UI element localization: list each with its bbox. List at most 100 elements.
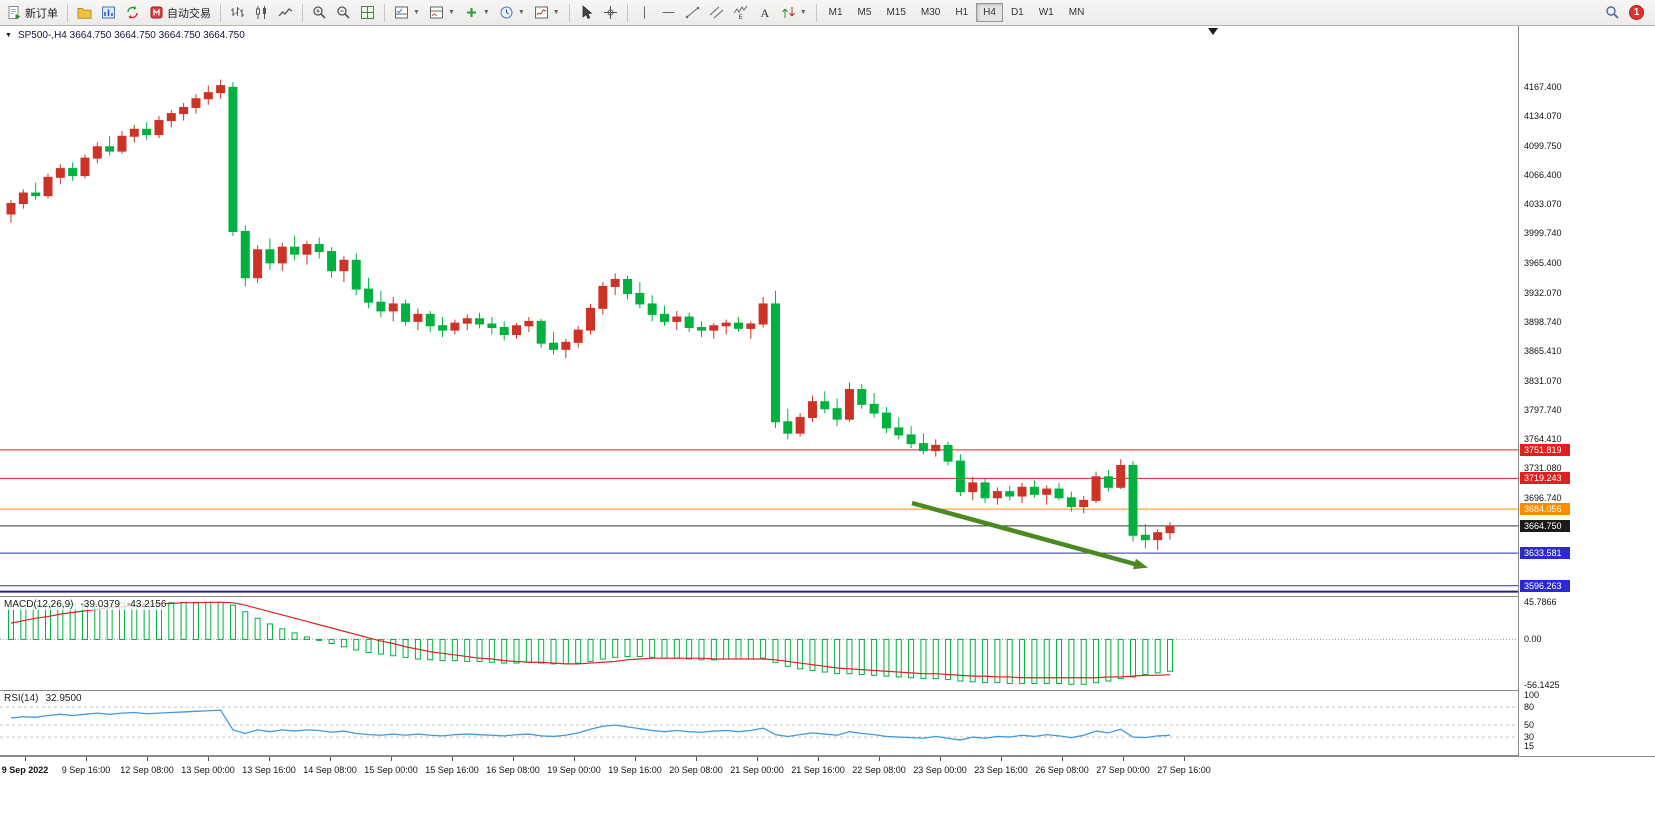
chevron-down-icon: ▼: [413, 9, 420, 16]
chart-window-dropdown-2[interactable]: ▼: [425, 2, 459, 24]
elliott-wave-tool[interactable]: E: [729, 2, 752, 24]
profiles-button[interactable]: [73, 2, 96, 24]
time-tick-label: 27 Sep 00:00: [1096, 765, 1150, 775]
arrows-tool[interactable]: ▼: [777, 2, 811, 24]
toolbar-separator: [568, 3, 570, 22]
cursor-button[interactable]: [575, 2, 598, 24]
time-tick: [452, 757, 453, 761]
quotes-icon: [102, 6, 115, 19]
chevron-down-icon[interactable]: ▼: [5, 32, 12, 39]
candlestick-chart[interactable]: [0, 26, 1518, 596]
rsi-panel[interactable]: RSI(14) 32.9500: [0, 691, 1518, 755]
time-tick-label: 22 Sep 08:00: [852, 765, 906, 775]
vertical-line-tool[interactable]: [633, 2, 656, 24]
time-tick: [818, 757, 819, 761]
bar-chart-button[interactable]: [226, 2, 249, 24]
toolbar-separator: [220, 3, 221, 22]
rsi-axis-label: 15: [1524, 741, 1535, 752]
time-tick: [696, 757, 697, 761]
time-tick-label: 9 Sep 2022: [1, 765, 49, 775]
line-chart-button[interactable]: [274, 2, 297, 24]
refresh-button[interactable]: [121, 2, 144, 24]
price-level-badge: 3596.263: [1520, 579, 1570, 592]
tf-m30[interactable]: M30: [920, 7, 941, 18]
zoom-out-button[interactable]: [332, 2, 355, 24]
search-button[interactable]: [1601, 2, 1624, 24]
tf-d1[interactable]: D1: [1010, 7, 1024, 18]
panel-separator[interactable]: [0, 690, 1655, 691]
toolbar: 新订单 自动交易 ▼ ▼ ▼: [0, 0, 1655, 26]
tile-windows-icon: [361, 6, 374, 19]
chevron-down-icon: ▼: [552, 9, 560, 16]
tf-m1[interactable]: M1: [828, 7, 843, 18]
price-tick-label: 3932.070: [1524, 287, 1562, 298]
rsi-axis-label: 100: [1524, 690, 1540, 701]
time-tick-label: 15 Sep 00:00: [364, 765, 418, 775]
tile-windows-button[interactable]: [356, 2, 379, 24]
tf-m15[interactable]: M15: [886, 7, 906, 18]
rsi-title: RSI(14): [4, 693, 39, 704]
zoom-out-icon: [337, 6, 350, 19]
tf-w1[interactable]: W1: [1038, 7, 1054, 18]
template-button[interactable]: ▼: [530, 2, 564, 24]
time-axis[interactable]: 9 Sep 2022 9 Sep 16:00 12 Sep 08:00 13 Sep …: [0, 756, 1655, 827]
chart-pane-icon: [395, 6, 408, 19]
time-tick-label: 12 Sep 08:00: [120, 765, 174, 775]
price-tick-label: 3764.410: [1524, 433, 1562, 444]
channel-tool[interactable]: [705, 2, 728, 24]
candlestick-chart-button[interactable]: [250, 2, 273, 24]
rsi-chart[interactable]: [0, 691, 1518, 755]
time-tick-label: 19 Sep 16:00: [608, 765, 662, 775]
price-tick-label: 4099.750: [1524, 141, 1562, 152]
horizontal-line-tool[interactable]: [657, 2, 680, 24]
price-tick-label: 4066.400: [1524, 170, 1562, 181]
price-level-badge: 3664.750: [1520, 519, 1570, 532]
tf-mn[interactable]: MN: [1068, 7, 1085, 18]
time-tick: [513, 757, 514, 761]
elliott-wave-icon: E: [733, 5, 748, 20]
cursor-icon: [582, 5, 592, 19]
period-button[interactable]: ▼: [495, 2, 529, 24]
price-axis[interactable]: 4167.400 4134.070 4099.750 4066.400 4033.070…: [1518, 26, 1655, 756]
chart-area: ▼ SP500-,H4 3664.750 3664.750 3664.750 3…: [0, 26, 1655, 827]
tf-h1[interactable]: H1: [955, 7, 969, 18]
symbol-info-bar[interactable]: ▼ SP500-,H4 3664.750 3664.750 3664.750 3…: [5, 30, 245, 41]
panel-separator[interactable]: [0, 596, 1655, 597]
time-tick-label: 19 Sep 00:00: [547, 765, 601, 775]
toolbar-separator: [384, 3, 385, 22]
toolbar-separator: [302, 3, 303, 22]
time-tick-label: 21 Sep 16:00: [791, 765, 845, 775]
time-tick: [269, 757, 270, 761]
time-tick-label: 21 Sep 00:00: [730, 765, 784, 775]
text-tool[interactable]: A: [753, 2, 776, 24]
price-level-badge: 3633.581: [1520, 547, 1570, 560]
autotrading-button[interactable]: 自动交易: [145, 2, 215, 24]
chart-window-dropdown-1[interactable]: ▼: [390, 2, 424, 24]
zoom-in-button[interactable]: [308, 2, 331, 24]
indicator-template-icon: [534, 6, 548, 19]
time-tick: [635, 757, 636, 761]
rsi-axis-label: 80: [1524, 702, 1535, 713]
tf-h4[interactable]: H4: [976, 3, 1003, 22]
new-order-button[interactable]: 新订单: [3, 2, 62, 24]
new-order-icon: [8, 6, 21, 19]
price-tick-label: 3696.740: [1524, 492, 1562, 503]
add-indicator-button[interactable]: ▼: [460, 2, 494, 24]
time-tick: [574, 757, 575, 761]
tf-m5[interactable]: M5: [857, 7, 872, 18]
macd-chart[interactable]: [0, 597, 1518, 690]
macd-panel[interactable]: MACD(12,26,9) -39.0379 -43.2156: [0, 597, 1518, 690]
crosshair-button[interactable]: [599, 2, 622, 24]
market-watch-button[interactable]: [97, 2, 120, 24]
macd-axis-label: 45.7866: [1524, 597, 1557, 608]
autotrading-icon: [150, 6, 163, 19]
main-chart-panel[interactable]: ▼ SP500-,H4 3664.750 3664.750 3664.750 3…: [0, 26, 1518, 596]
rsi-label: RSI(14) 32.9500: [4, 693, 82, 704]
time-tick-label: 26 Sep 08:00: [1035, 765, 1089, 775]
panel-separator[interactable]: [0, 755, 1655, 756]
folder-icon: [77, 8, 92, 19]
text-tool-icon: A: [760, 6, 769, 20]
trendline-tool[interactable]: [681, 2, 704, 24]
notification-badge[interactable]: 1: [1629, 5, 1644, 20]
bar-chart-icon: [231, 7, 244, 17]
